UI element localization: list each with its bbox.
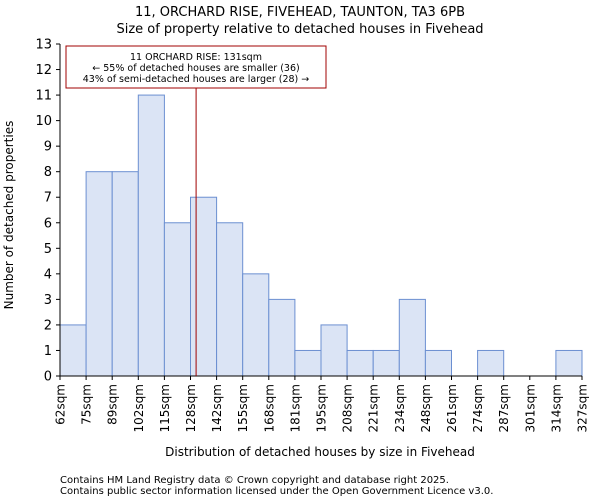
- y-tick-label-1: 1: [44, 344, 52, 359]
- y-tick-label-12: 12: [35, 63, 52, 78]
- y-tick-label-13: 13: [35, 38, 52, 53]
- y-tick-label-5: 5: [44, 242, 52, 257]
- y-tick-label-4: 4: [44, 267, 52, 282]
- bars-layer: [59, 94, 583, 377]
- bar-128sqm: [190, 196, 218, 377]
- bar-274sqm: [477, 349, 505, 377]
- bar-89sqm: [111, 171, 139, 377]
- bar-75sqm: [85, 171, 113, 377]
- y-tick-label-2: 2: [44, 318, 52, 333]
- x-tick-label-327sqm: 327sqm: [576, 384, 590, 432]
- x-tick-label-115sqm: 115sqm: [158, 384, 172, 432]
- annotation-line-3: 43% of semi-detached houses are larger (…: [83, 74, 310, 85]
- y-tick-label-10: 10: [35, 114, 52, 129]
- footer-line-2: Contains public sector information licen…: [60, 486, 493, 497]
- marker-layer: 11 ORCHARD RISE: 131sqm← 55% of detached…: [65, 45, 327, 376]
- chart-subtitle: Size of property relative to detached ho…: [116, 22, 483, 37]
- bar-208sqm: [346, 349, 374, 377]
- annotation-line-2: ← 55% of detached houses are smaller (36…: [92, 63, 299, 74]
- x-axis-label: Distribution of detached houses by size …: [165, 445, 475, 459]
- bar-221sqm: [372, 349, 400, 377]
- bar-314sqm: [555, 349, 583, 377]
- y-tick-label-3: 3: [44, 293, 52, 308]
- bar-168sqm: [268, 298, 296, 377]
- x-tick-label-195sqm: 195sqm: [315, 384, 329, 432]
- x-tick-label-128sqm: 128sqm: [184, 384, 198, 432]
- y-tick-label-7: 7: [44, 191, 52, 206]
- bar-195sqm: [320, 324, 348, 377]
- x-tick-label-155sqm: 155sqm: [236, 384, 250, 432]
- y-axis-label: Number of detached properties: [2, 121, 16, 310]
- x-tick-label-89sqm: 89sqm: [106, 384, 120, 425]
- x-tick-label-234sqm: 234sqm: [393, 384, 407, 432]
- chart-title: 11, ORCHARD RISE, FIVEHEAD, TAUNTON, TA3…: [135, 5, 465, 20]
- x-tick-label-221sqm: 221sqm: [367, 384, 381, 432]
- x-tick-label-301sqm: 301sqm: [523, 384, 537, 432]
- y-tick-label-11: 11: [35, 89, 52, 104]
- x-tick-label-314sqm: 314sqm: [549, 384, 563, 432]
- x-tick-label-181sqm: 181sqm: [288, 384, 302, 432]
- bar-62sqm: [59, 324, 87, 377]
- x-tick-label-168sqm: 168sqm: [262, 384, 276, 432]
- x-tick-label-261sqm: 261sqm: [445, 384, 459, 432]
- bar-248sqm: [424, 349, 452, 377]
- x-tick-label-287sqm: 287sqm: [497, 384, 511, 432]
- footer-line-1: Contains HM Land Registry data © Crown c…: [60, 475, 449, 486]
- bar-142sqm: [216, 222, 244, 377]
- y-tick-label-8: 8: [44, 165, 52, 180]
- x-tick-label-248sqm: 248sqm: [419, 384, 433, 432]
- bar-155sqm: [242, 273, 270, 377]
- y-tick-label-6: 6: [44, 216, 52, 231]
- bar-234sqm: [398, 298, 426, 377]
- x-tick-label-142sqm: 142sqm: [210, 384, 224, 432]
- x-tick-label-274sqm: 274sqm: [471, 384, 485, 432]
- x-tick-label-62sqm: 62sqm: [54, 384, 68, 425]
- y-tick-label-9: 9: [44, 140, 52, 155]
- x-tick-label-102sqm: 102sqm: [132, 384, 146, 432]
- x-tick-label-208sqm: 208sqm: [341, 384, 355, 432]
- y-tick-label-0: 0: [44, 370, 52, 385]
- bar-115sqm: [163, 222, 191, 377]
- annotation-box: [65, 45, 327, 89]
- annotation-line-1: 11 ORCHARD RISE: 131sqm: [130, 52, 262, 63]
- bar-181sqm: [294, 349, 322, 377]
- bar-102sqm: [137, 94, 165, 377]
- x-tick-label-75sqm: 75sqm: [80, 384, 94, 425]
